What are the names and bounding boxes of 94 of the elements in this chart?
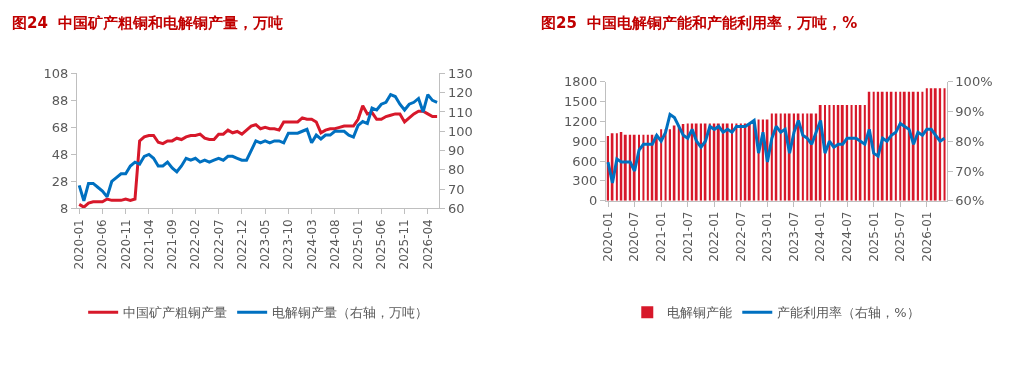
x-tick-label: 2021-04: [141, 219, 156, 270]
x-tick-label: 2025-07: [893, 211, 908, 262]
y2-tick-label: 130: [448, 65, 473, 81]
y-tick-label: 48: [51, 146, 69, 162]
y-tick-label: 88: [51, 92, 69, 108]
bar: [686, 123, 689, 201]
x-tick-label: 2022-01: [707, 211, 722, 262]
y-tick-label: 28: [51, 174, 69, 189]
bar: [899, 91, 902, 201]
y2-tick-label: 60: [448, 201, 465, 217]
x-tick-label: 2023-01: [760, 211, 775, 262]
bar: [902, 91, 906, 201]
chart-title: 图24 中国矿产粗铜和电解铜产量，万吨: [12, 14, 284, 32]
y-tick-label: 8: [60, 201, 69, 217]
x-tick-label: 2026-04: [420, 219, 435, 270]
y2-tick-label: 120: [448, 85, 473, 101]
bar: [708, 123, 711, 201]
y-tick-label: 108: [43, 65, 69, 81]
chart-title: 图25 中国电解铜产能和产能利用率，万吨，%: [541, 14, 858, 32]
y-tick-label: 900: [572, 133, 598, 149]
bar: [832, 104, 835, 201]
bar: [694, 123, 698, 201]
bar: [840, 104, 844, 201]
y-tick-label: 600: [572, 153, 598, 169]
y2-tick-label: 80: [448, 162, 465, 178]
bar: [880, 91, 884, 201]
y2-tick-label: 100: [448, 123, 473, 139]
y-tick-label: 1500: [564, 94, 598, 110]
bar: [828, 104, 831, 201]
y2-tick-label: 70: [448, 181, 465, 197]
bar: [730, 123, 733, 201]
x-tick-label: 2021-09: [165, 219, 180, 270]
bar: [660, 129, 663, 201]
bar: [646, 134, 649, 201]
y-tick-label: 1800: [564, 74, 598, 90]
x-tick-label: 2023-05: [258, 219, 273, 270]
bar: [735, 123, 738, 201]
y2-tick-label: 90: [448, 143, 465, 159]
bar: [739, 123, 742, 201]
y2-tick-label: 80%: [955, 133, 985, 149]
bar: [725, 123, 729, 201]
bar: [668, 129, 671, 201]
x-tick-label: 2020-06: [95, 219, 110, 270]
bar: [850, 104, 853, 201]
x-tick-label: 2022-07: [211, 219, 226, 270]
x-tick-label: 2023-07: [786, 211, 801, 262]
y-tick-label: 68: [51, 119, 69, 135]
x-tick-label: 2024-07: [840, 211, 855, 262]
bar: [872, 91, 875, 201]
x-tick-label: 2022-07: [733, 211, 748, 262]
legend-label: 电解铜产量（右轴，万吨）: [272, 305, 429, 321]
x-tick-label: 2026-01: [919, 211, 934, 262]
y2-tick-label: 60%: [955, 193, 985, 209]
x-tick-label: 2024-03: [304, 219, 319, 270]
bar: [801, 113, 804, 201]
bar: [642, 134, 645, 201]
bar: [911, 91, 915, 201]
bar: [943, 88, 946, 201]
bar: [809, 113, 813, 201]
legend-label: 产能利用率（右轴，%）: [777, 305, 920, 321]
x-tick-label: 2020-07: [627, 211, 642, 262]
bar: [806, 113, 809, 201]
y2-tick-label: 100%: [955, 74, 993, 90]
x-tick-label: 2025-11: [397, 219, 412, 270]
bar: [623, 134, 627, 201]
x-tick-label: 2025-01: [866, 211, 881, 262]
legend-label: 中国矿产粗铜产量: [123, 305, 228, 321]
x-tick-label: 2025-01: [350, 219, 365, 270]
bar: [747, 123, 751, 201]
bar: [716, 123, 720, 201]
x-tick-label: 2023-10: [281, 219, 296, 270]
y-tick-label: 1200: [564, 113, 598, 129]
line-series: [606, 112, 947, 185]
x-tick-label: 2021-07: [680, 211, 695, 262]
bar: [921, 91, 924, 201]
y2-tick-label: 70%: [955, 163, 985, 179]
bar: [933, 88, 937, 201]
bar: [894, 91, 897, 201]
x-tick-label: 2021-01: [654, 211, 669, 262]
x-tick-label: 2025-06: [374, 219, 389, 270]
y2-tick-label: 110: [448, 104, 473, 120]
x-tick-label: 2022-12: [234, 219, 249, 270]
x-tick-label: 2020-01: [600, 211, 615, 262]
y-tick-label: 300: [572, 173, 598, 189]
y-tick-label: 0: [588, 193, 598, 209]
x-tick-label: 2024-01: [813, 211, 828, 262]
x-tick-label: 2022-02: [188, 219, 203, 270]
legend-label: 电解铜产能: [667, 305, 733, 321]
bar: [925, 88, 928, 201]
x-tick-label: 2020-11: [118, 219, 133, 270]
y2-tick-label: 90%: [955, 104, 985, 120]
x-tick-label: 2020-01: [72, 219, 87, 270]
x-tick-label: 2024-08: [327, 219, 342, 270]
bar: [779, 113, 782, 201]
